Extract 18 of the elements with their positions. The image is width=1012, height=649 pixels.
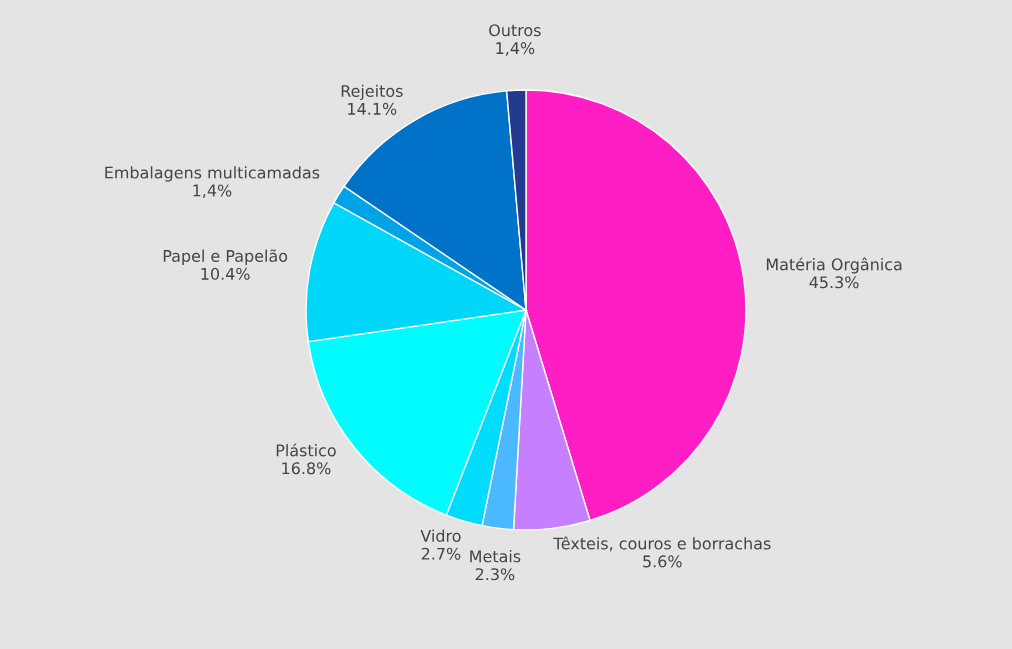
slice-label: Embalagens multicamadas [105,166,320,182]
data-label: 5.6% [643,555,682,568]
slice-label: Papel e Papelão [163,249,288,266]
slice-label: Plástico [276,443,336,457]
data-label: 14.1% [348,102,397,115]
slice-label: Matéria Orgânica [766,257,902,274]
slice-label: Rejeitos [341,84,403,101]
data-label: 1,4% [193,184,232,199]
slice-label: Vidro [420,529,461,542]
data-label: 2.7% [421,547,461,560]
data-label: 45.3% [809,276,859,289]
data-label: 16.8% [282,462,331,475]
data-label: 10.4% [201,267,250,280]
slice-label: Têxteis, couros e borrachas [553,536,771,552]
slice-label: Metais [470,550,521,563]
data-label: 2.3% [475,568,515,581]
slice-label: Outros [489,24,541,37]
data-label: 1,4% [496,42,535,56]
